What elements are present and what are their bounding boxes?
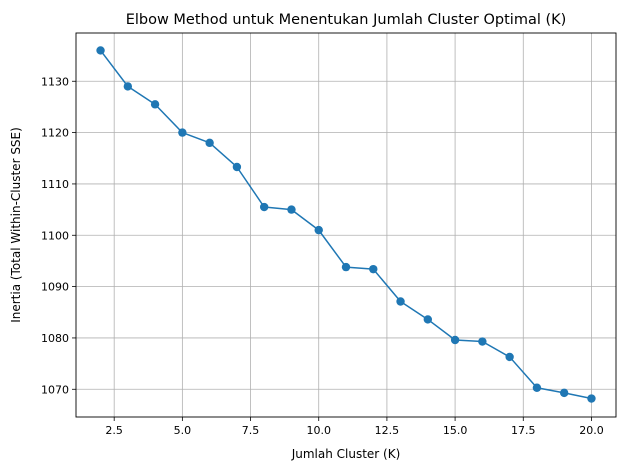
plot-frame [75, 32, 617, 418]
data-point [314, 225, 323, 235]
chart-title: Elbow Method untuk Menentukan Jumlah Clu… [126, 12, 567, 28]
data-point [532, 383, 542, 392]
data-point [205, 138, 214, 148]
x-tick-label: 20.0 [579, 424, 604, 437]
data-point [232, 162, 242, 172]
data-point [478, 337, 487, 346]
grid [76, 33, 616, 417]
series-layer [96, 46, 596, 403]
x-tick-label: 5.0 [174, 424, 192, 437]
y-tick-label: 1130 [41, 75, 69, 88]
data-point [423, 315, 433, 324]
data-point [587, 394, 596, 403]
y-tick-label: 1110 [41, 178, 69, 191]
x-tick-label: 17.5 [511, 424, 536, 437]
y-tick-label: 1090 [41, 281, 69, 294]
x-tick-label: 15.0 [443, 424, 468, 437]
data-point [150, 100, 160, 109]
x-axis-label: Jumlah Cluster (K) [291, 447, 401, 461]
data-point [96, 46, 105, 55]
x-tick-label: 2.5 [105, 424, 123, 437]
x-tick-label: 12.5 [375, 424, 400, 437]
data-point [287, 205, 296, 214]
data-point [178, 128, 187, 137]
y-tick-label: 1120 [41, 127, 69, 140]
x-axis: 2.5 5.0 7.5 10.0 12.5 15.0 17.5 20.0 [105, 417, 604, 437]
y-axis: 1070 1080 1090 1100 1110 1120 1130 [41, 75, 76, 396]
series-line [99, 49, 592, 400]
y-axis-label: Inertia (Total Within-Cluster SSE) [9, 127, 23, 323]
data-point [341, 262, 351, 272]
data-point [505, 352, 514, 362]
data-point [450, 335, 460, 345]
x-tick-label: 7.5 [242, 424, 260, 437]
x-tick-label: 10.0 [306, 424, 331, 437]
y-tick-label: 1070 [41, 383, 69, 396]
data-point [369, 264, 378, 274]
y-tick-label: 1080 [41, 332, 69, 345]
data-point [259, 202, 269, 212]
data-point [123, 82, 133, 91]
y-tick-label: 1100 [41, 229, 69, 242]
data-point [559, 388, 569, 398]
data-point [396, 297, 405, 306]
